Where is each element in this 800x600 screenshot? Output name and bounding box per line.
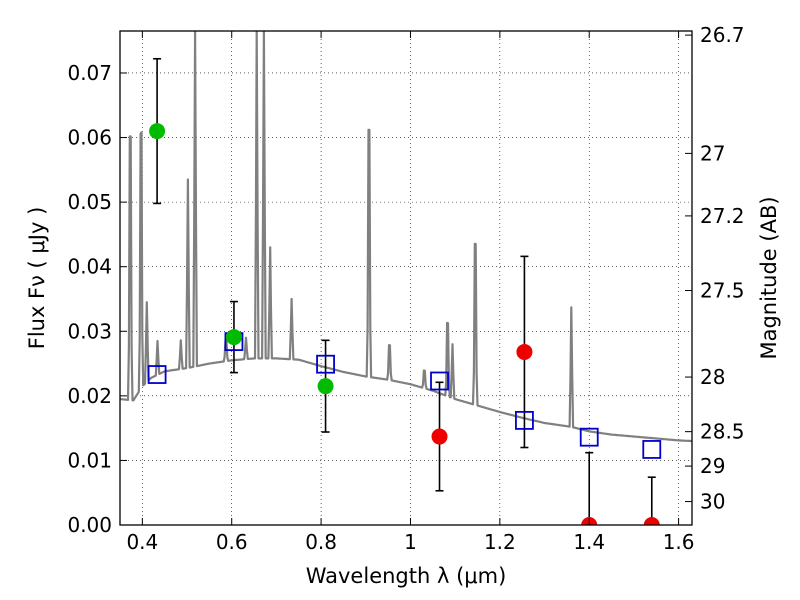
y2-tick-label: 26.7 [700, 23, 745, 47]
model-photometry-point [147, 365, 167, 384]
y2-tick-label: 28.5 [700, 420, 745, 444]
y-tick-label: 0.01 [67, 448, 112, 472]
y-tick-label: 0.06 [67, 126, 112, 150]
model-photometry-point [579, 427, 599, 447]
low-significance-point [431, 428, 448, 445]
y-tick-label: 0.02 [67, 384, 112, 408]
y2-tick-label: 27.5 [700, 279, 745, 303]
model-photometry-point [316, 354, 335, 374]
tick-labels: 0.4 0.6 0.8 1 1.2 1.4 1.6 0.00 0.01 0.02 0.03 0.04 0… [67, 23, 744, 554]
axis-ticks [120, 31, 692, 526]
x-tick-label: 0.4 [126, 530, 158, 554]
y2-tick-label: 29 [700, 454, 725, 478]
y2-tick-label: 28 [700, 365, 725, 389]
x-tick-label: 1 [404, 530, 417, 554]
x-tick-label: 0.8 [305, 530, 337, 554]
y2-tick-label: 27 [700, 141, 725, 165]
plot-frame [119, 30, 693, 526]
y-tick-label: 0.04 [67, 255, 112, 279]
y-tick-label: 0.07 [67, 61, 112, 85]
low-significance-point [516, 343, 533, 360]
x-tick-label: 0.6 [216, 530, 248, 554]
x-tick-label: 1.6 [663, 530, 695, 554]
model-spectrum [120, 31, 692, 443]
plot-area [120, 31, 692, 525]
detection-point [149, 123, 166, 140]
y-tick-label: 0.03 [67, 319, 112, 343]
detection-point [317, 378, 334, 395]
low-significance-point [643, 517, 660, 525]
y2-axis-label: Magnitude (AB) [757, 196, 781, 359]
x-tick-label: 1.2 [484, 530, 516, 554]
observed-photometry-points [149, 123, 660, 525]
model-photometry-point [515, 410, 534, 430]
model-photometry-point [430, 371, 449, 391]
y-tick-label: 0.05 [67, 190, 112, 214]
x-tick-label: 1.4 [573, 530, 605, 554]
y-tick-label: 0.00 [67, 513, 112, 537]
y2-tick-label: 30 [700, 490, 725, 514]
x-axis-label: Wavelength λ (μm) [306, 564, 507, 588]
y-axis-label: Flux Fν ( μJy ) [25, 207, 49, 350]
model-photometry-points [147, 332, 662, 459]
y2-tick-label: 27.2 [700, 204, 745, 228]
model-spectrum-line [120, 31, 692, 443]
model-photometry-point [642, 440, 662, 459]
detection-point [225, 329, 242, 346]
